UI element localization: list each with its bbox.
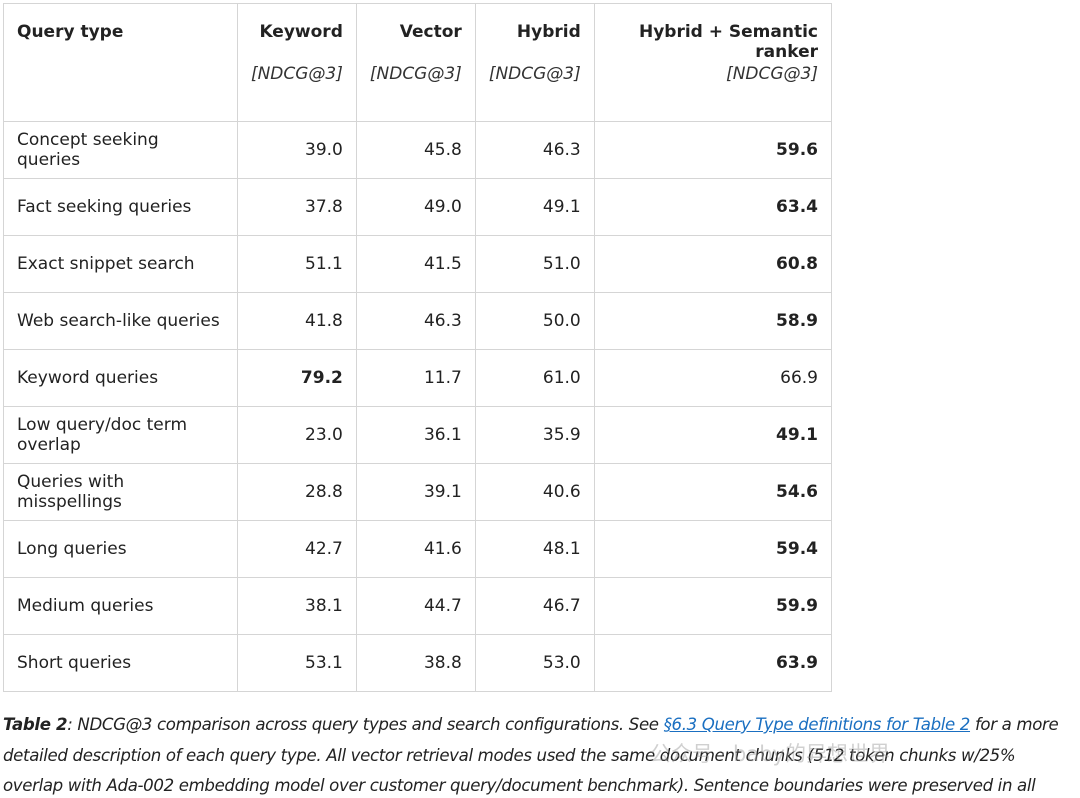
caption-text: for a more detailed description of each … [3,715,1059,795]
table-row: Short queries 53.1 38.8 53.0 63.9 [3,634,833,692]
score-cell: 49.1 [593,406,833,464]
score-cell: 79.2 [236,349,357,407]
table-body: Concept seeking queries 39.0 45.8 46.3 59.6 F… [3,121,833,692]
score-cell: 53.1 [236,634,357,692]
row-label: Short queries [3,634,238,692]
table-row: Long queries 42.7 41.6 48.1 59.4 [3,520,833,578]
score-cell: 39.0 [236,121,357,179]
row-label: Keyword queries [3,349,238,407]
row-label: Queries with misspellings [3,463,238,521]
score-cell: 63.9 [593,634,833,692]
score-cell: 44.7 [355,577,476,635]
score-cell: 48.1 [474,520,595,578]
table-head: Query type Keyword [NDCG@3] Vector [NDCG@3] H… [3,3,833,122]
score-cell: 58.9 [593,292,833,350]
score-cell: 40.6 [474,463,595,521]
results-table: Query type Keyword [NDCG@3] Vector [NDCG@3] H… [3,3,833,692]
score-cell: 61.0 [474,349,595,407]
watermark: 公众号 · baby的异想世界 [650,742,890,766]
score-cell: 36.1 [355,406,476,464]
score-cell: 37.8 [236,178,357,236]
header-unit: [NDCG@3] [250,64,343,84]
caption-link[interactable]: §6.3 Query Type definitions for Table 2 [663,715,971,734]
score-cell: 49.0 [355,178,476,236]
caption-text: : NDCG@3 comparison across query types a… [67,715,664,734]
row-label: Low query/doc term overlap [3,406,238,464]
row-label: Exact snippet search [3,235,238,293]
score-cell: 66.9 [593,349,833,407]
score-cell: 39.1 [355,463,476,521]
score-cell: 35.9 [474,406,595,464]
header-label: Query type [17,22,124,42]
score-cell: 51.0 [474,235,595,293]
score-cell: 45.8 [355,121,476,179]
header-row: Query type Keyword [NDCG@3] Vector [NDCG@3] H… [3,3,833,122]
score-cell: 50.0 [474,292,595,350]
score-cell: 59.4 [593,520,833,578]
table-row: Concept seeking queries 39.0 45.8 46.3 59.6 [3,121,833,179]
row-label: Concept seeking queries [3,121,238,179]
header-cell: Query type [3,3,238,122]
score-cell: 53.0 [474,634,595,692]
row-label: Long queries [3,520,238,578]
header-unit: [NDCG@3] [369,64,462,84]
table-row: Medium queries 38.1 44.7 46.7 59.9 [3,577,833,635]
score-cell: 46.7 [474,577,595,635]
header-cell: Hybrid + Semantic ranker [NDCG@3] [593,3,833,122]
score-cell: 49.1 [474,178,595,236]
score-cell: 42.7 [236,520,357,578]
table-row: Exact snippet search 51.1 41.5 51.0 60.8 [3,235,833,293]
score-cell: 41.6 [355,520,476,578]
score-cell: 11.7 [355,349,476,407]
score-cell: 38.8 [355,634,476,692]
score-cell: 51.1 [236,235,357,293]
score-cell: 46.3 [355,292,476,350]
header-label: Hybrid + Semantic ranker [638,22,818,62]
score-cell: 60.8 [593,235,833,293]
score-cell: 41.5 [355,235,476,293]
header-label: Hybrid [516,22,581,42]
table-row: Low query/doc term overlap 23.0 36.1 35.9 49… [3,406,833,464]
score-cell: 59.9 [593,577,833,635]
score-cell: 38.1 [236,577,357,635]
header-label: Vector [399,22,462,42]
header-cell: Hybrid [NDCG@3] [474,3,595,122]
score-cell: 54.6 [593,463,833,521]
header-unit: [NDCG@3] [488,64,581,84]
score-cell: 46.3 [474,121,595,179]
row-label: Web search-like queries [3,292,238,350]
score-cell: 63.4 [593,178,833,236]
table-row: Fact seeking queries 37.8 49.0 49.1 63.4 [3,178,833,236]
header-label: Keyword [259,22,343,42]
row-label: Fact seeking queries [3,178,238,236]
header-cell: Keyword [NDCG@3] [236,3,357,122]
table-row: Keyword queries 79.2 11.7 61.0 66.9 [3,349,833,407]
table-row: Web search-like queries 41.8 46.3 50.0 58.9 [3,292,833,350]
header-cell: Vector [NDCG@3] [355,3,476,122]
caption: Table 2: NDCG@3 comparison across query … [3,710,1078,798]
header-unit: [NDCG@3] [726,64,818,84]
table-row: Queries with misspellings 28.8 39.1 40.6 54.… [3,463,833,521]
score-cell: 41.8 [236,292,357,350]
score-cell: 28.8 [236,463,357,521]
caption-label: Table 2 [3,715,68,734]
row-label: Medium queries [3,577,238,635]
score-cell: 59.6 [593,121,833,179]
score-cell: 23.0 [236,406,357,464]
